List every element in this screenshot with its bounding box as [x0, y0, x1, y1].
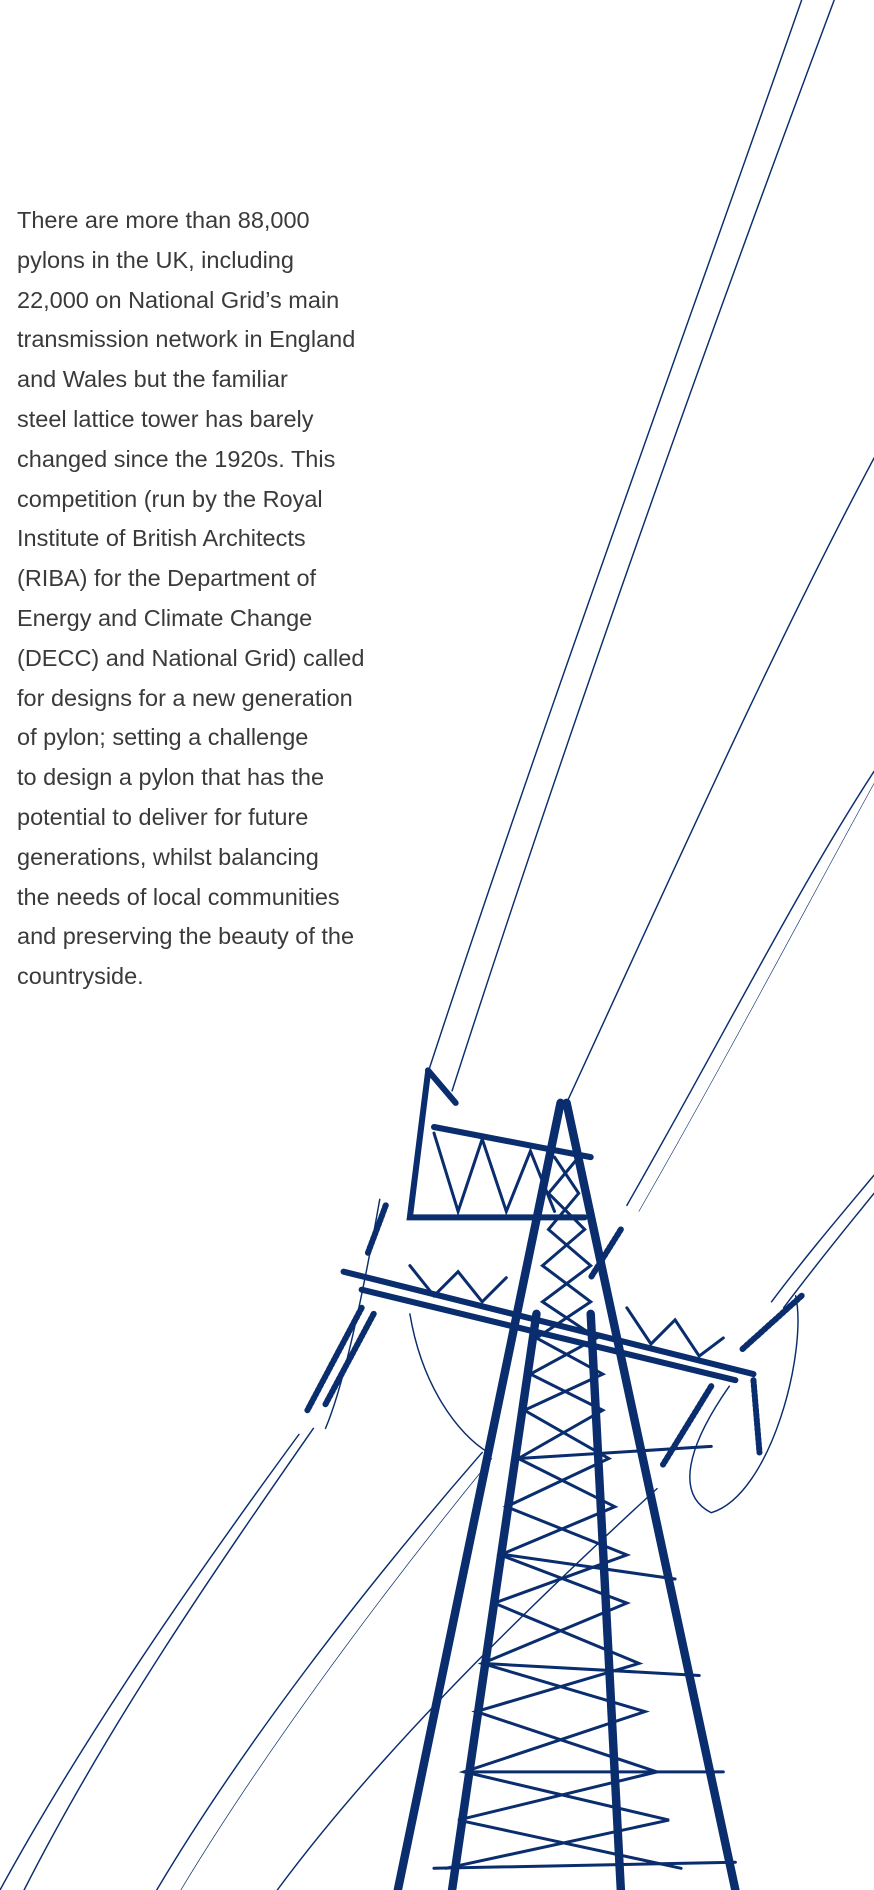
text-line: (RIBA) for the Department of [17, 565, 317, 592]
text-line: There are more than 88,000 [17, 207, 310, 233]
text-line: of pylon; setting a challenge [17, 724, 309, 751]
text-line: competition (run by the Royal [17, 485, 323, 512]
body-text: There are more than 88,000 pylons in the … [17, 201, 397, 997]
text-line: Energy and Climate Change [17, 604, 313, 631]
text-line: Institute of British Architects [17, 525, 306, 552]
text-line: pylons in the UK, including [17, 246, 294, 273]
text-line: 22,000 on National Grid’s main [17, 286, 340, 313]
text-line: countryside. [17, 963, 144, 990]
text-line: and preserving the beauty of the [17, 923, 355, 950]
text-line: to design a pylon that has the [17, 764, 325, 791]
text-line: for designs for a new generation [17, 684, 353, 711]
text-line: steel lattice tower has barely [17, 405, 314, 432]
text-line: potential to deliver for future [17, 803, 309, 830]
text-line: changed since the 1920s. This [17, 445, 336, 472]
text-line: and Wales but the familiar [17, 366, 288, 393]
text-line: the needs of local communities [17, 883, 340, 910]
text-line: transmission network in England [17, 326, 356, 353]
text-line: (DECC) and National Grid) called [17, 644, 365, 671]
text-line: generations, whilst balancing [17, 843, 319, 870]
